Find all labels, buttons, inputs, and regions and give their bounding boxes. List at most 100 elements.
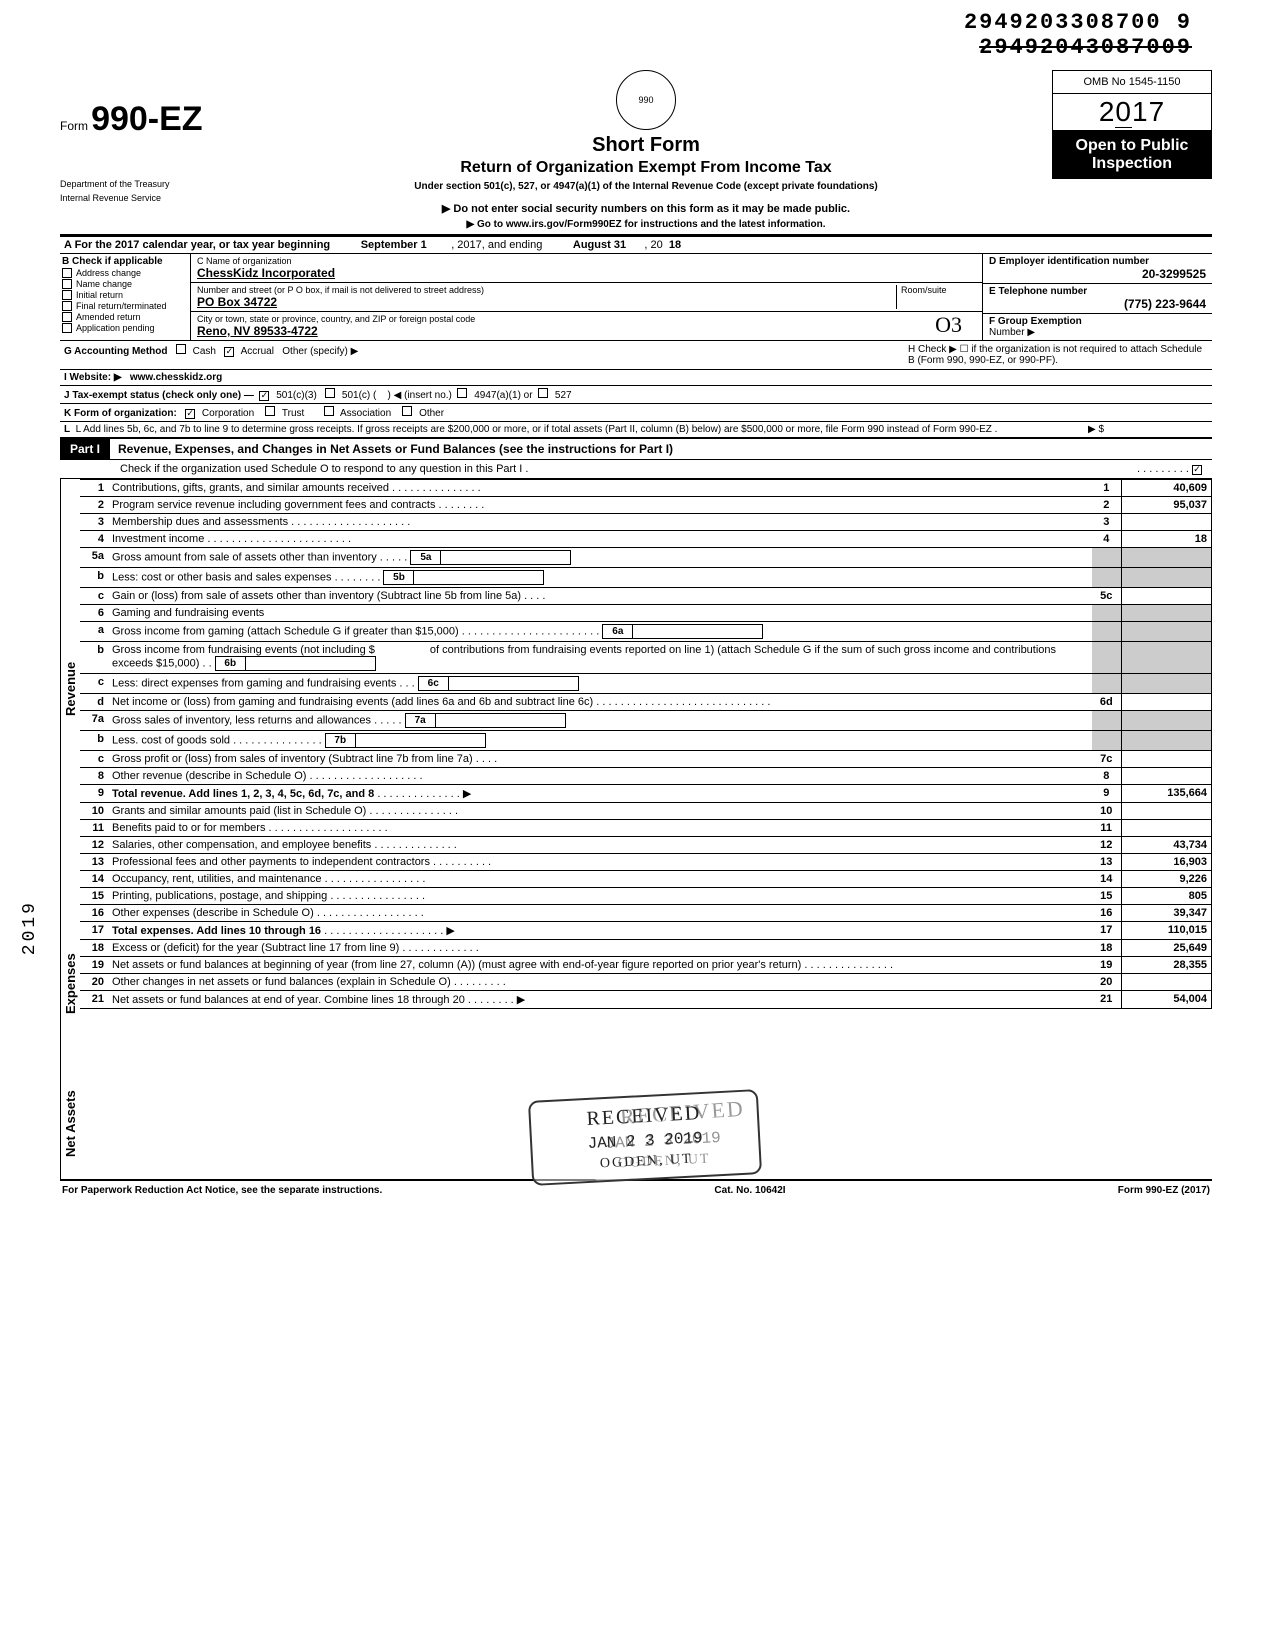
line-l: L L Add lines 5b, 6c, and 7b to line 9 t… [60,422,1212,438]
line-3: 3Membership dues and assessments . . . .… [80,514,1212,531]
checkbox-icon [62,279,72,289]
cb-4947[interactable] [457,388,467,398]
code-2-struck: 29492043087009 [964,35,1192,60]
city-value: Reno, NV 89533-4722 [197,324,318,338]
line-2: 2Program service revenue including gover… [80,497,1212,514]
begin-date: September 1 [361,239,427,251]
received-stamp-2: RECEIVED JAN 2 3 2019 OGDEN, UT [528,1089,762,1186]
line-10: 10Grants and similar amounts paid (list … [80,803,1212,820]
line-5c: cGain or (loss) from sale of assets othe… [80,588,1212,605]
room-label: Room/suite [901,285,947,295]
line-7a: 7aGross sales of inventory, less returns… [80,711,1212,731]
goto-line: ▶ Go to www.irs.gov/Form990EZ for instru… [240,219,1052,230]
org-name-label: C Name of organization [197,256,292,266]
line-j: J Tax-exempt status (check only one) — ✓… [60,386,1212,404]
org-name-value: ChessKidz Incorporated [197,266,335,280]
line-g: G Accounting Method Cash ✓ Accrual Other… [60,341,1212,370]
line-15: 15Printing, publications, postage, and s… [80,888,1212,905]
cb-schedule-o[interactable]: ✓ [1192,465,1202,475]
part1-check-line: Check if the organization used Schedule … [60,460,1212,479]
handwritten-room: O3 [935,312,962,338]
checkbox-icon [62,268,72,278]
website-value: www.chesskidz.org [130,372,222,383]
cb-assoc[interactable] [324,406,334,416]
i-label: I Website: ▶ [64,372,122,383]
line-7b: bLess. cost of goods sold . . . . . . . … [80,731,1212,751]
dept-treasury: Department of the Treasury [60,179,240,189]
col-c-org-info: C Name of organization ChessKidz Incorpo… [190,254,982,340]
footer-right: Form 990-EZ (2017) [1118,1185,1210,1196]
checkbox-icon [62,290,72,300]
cb-cash[interactable] [176,344,186,354]
vertical-labels: Revenue Expenses Net Assets [60,479,80,1179]
cb-address-change[interactable]: Address change [62,268,188,278]
org-city-row: City or town, state or province, country… [191,312,982,340]
cb-application-pending[interactable]: Application pending [62,323,188,333]
subtitle: Under section 501(c), 527, or 4947(a)(1)… [240,181,1052,192]
cb-other[interactable] [402,406,412,416]
line-20: 20Other changes in net assets or fund ba… [80,974,1212,991]
section-a-tax-year: A For the 2017 calendar year, or tax yea… [60,236,1212,254]
group-label: F Group Exemption [989,316,1082,327]
code-1: 2949203308700 9 [964,10,1192,35]
line-19: 19Net assets or fund balances at beginni… [80,957,1212,974]
checkbox-icon [62,323,72,333]
group-row: F Group Exemption Number ▶ [983,314,1212,340]
part1-title: Revenue, Expenses, and Changes in Net As… [110,439,1212,459]
cb-amended-return[interactable]: Amended return [62,312,188,322]
h-box: H Check ▶ ☐ if the organization is not r… [908,344,1208,366]
tel-row: E Telephone number (775) 223-9644 [983,284,1212,314]
line-14: 14Occupancy, rent, utilities, and mainte… [80,871,1212,888]
tel-label: E Telephone number [989,286,1087,297]
line-6c: cLess: direct expenses from gaming and f… [80,674,1212,694]
cb-final-return[interactable]: Final return/terminated [62,301,188,311]
checkbox-icon [62,312,72,322]
side-stamp-2019: 2019 [20,900,40,955]
open-to-public: Open to Public Inspection [1052,131,1212,179]
label-revenue: Revenue [60,479,80,899]
line-11: 11Benefits paid to or for members . . . … [80,820,1212,837]
k-label: K Form of organization: [64,408,177,419]
line-1: 1Contributions, gifts, grants, and simil… [80,480,1212,497]
lines-table: 1Contributions, gifts, grants, and simil… [80,479,1212,1009]
line-13: 13Professional fees and other payments t… [80,854,1212,871]
line-k: K Form of organization: ✓ Corporation Tr… [60,404,1212,422]
open-line2: Inspection [1054,155,1210,173]
part1-header: Part I Revenue, Expenses, and Changes in… [60,438,1212,460]
ein-row: D Employer identification number 20-3299… [983,254,1212,284]
city-label: City or town, state or province, country… [197,314,475,324]
cb-corp[interactable]: ✓ [185,409,195,419]
line-8: 8Other revenue (describe in Schedule O) … [80,768,1212,785]
form-label-block: Form 990-EZ Department of the Treasury I… [60,70,240,203]
main-title: Return of Organization Exempt From Incom… [240,159,1052,177]
cb-name-change[interactable]: Name change [62,279,188,289]
label-net-assets: Net Assets [60,1069,80,1179]
col-b-checkboxes: B Check if applicable Address change Nam… [60,254,190,340]
cb-501c[interactable] [325,388,335,398]
form-prefix: Form [60,119,88,133]
line-6a: aGross income from gaming (attach Schedu… [80,622,1212,642]
cb-accrual[interactable]: ✓ [224,347,234,357]
cb-initial-return[interactable]: Initial return [62,290,188,300]
line-5a: 5aGross amount from sale of assets other… [80,548,1212,568]
omb-number: OMB No 1545-1150 [1052,70,1212,94]
line-4: 4Investment income . . . . . . . . . . .… [80,531,1212,548]
line-16: 16Other expenses (describe in Schedule O… [80,905,1212,922]
info-grid: B Check if applicable Address change Nam… [60,254,1212,341]
form-header: Form 990-EZ Department of the Treasury I… [60,70,1212,236]
cb-527[interactable] [538,388,548,398]
line-6: 6Gaming and fundraising events [80,605,1212,622]
line-6d: dNet income or (loss) from gaming and fu… [80,694,1212,711]
l-text: L Add lines 5b, 6c, and 7b to line 9 to … [76,424,998,435]
line-i: I Website: ▶ www.chesskidz.org [60,370,1212,386]
group-label2: Number ▶ [989,327,1035,338]
cb-trust[interactable] [265,406,275,416]
tel-value: (775) 223-9644 [989,297,1206,311]
part1-body: Revenue Expenses Net Assets 1Contributio… [60,479,1212,1181]
irs-logo: 990 [616,70,676,130]
mid2-text: , 20 [644,239,662,251]
mid-text: , 2017, and ending [451,239,542,251]
org-addr-row: Number and street (or P O box, if mail i… [191,283,982,312]
open-line1: Open to Public [1054,137,1210,155]
cb-501c3[interactable]: ✓ [259,391,269,401]
